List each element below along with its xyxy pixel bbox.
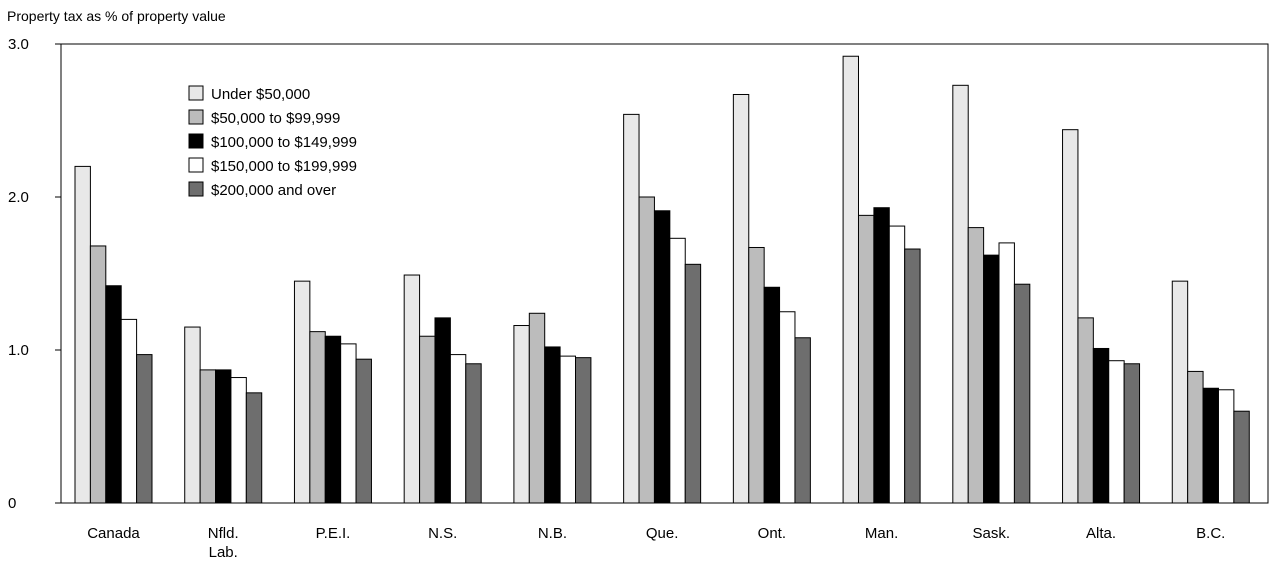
- legend-swatch: [188, 133, 204, 149]
- bar: [684, 263, 702, 504]
- bar: [623, 113, 640, 504]
- bar: [340, 343, 357, 504]
- legend-label: $200,000 and over: [211, 182, 336, 199]
- category-label: Alta.: [1086, 525, 1116, 542]
- bar: [559, 355, 577, 504]
- bar: [184, 326, 201, 504]
- legend-swatch: [188, 157, 204, 173]
- legend: Under $50,000 $50,000 to $99,999 $100,000 …: [188, 85, 357, 199]
- category-labels: Canada Nfld. Lab. P.E.I. N.S. N.B. Que. Ont. Man…: [87, 525, 1225, 561]
- bar: [967, 227, 985, 504]
- bar: [1062, 129, 1079, 504]
- bar: [732, 93, 750, 504]
- bar: [74, 165, 91, 504]
- category-label: Ont.: [758, 525, 786, 542]
- category-label: Man.: [865, 525, 898, 542]
- category-label: Lab.: [209, 544, 238, 561]
- bar: [1202, 387, 1219, 504]
- bar: [669, 237, 686, 504]
- category-label: P.E.I.: [316, 525, 351, 542]
- bar: [983, 254, 1000, 504]
- bar: [136, 354, 153, 504]
- bar: [653, 210, 671, 504]
- legend-label: Under $50,000: [211, 86, 310, 103]
- bar: [105, 285, 122, 504]
- y-axis-ticks: 0 1.0 2.0 3.0: [8, 36, 61, 512]
- bar: [1013, 283, 1031, 504]
- bar: [1233, 410, 1250, 504]
- bar: [355, 358, 372, 504]
- bar: [998, 242, 1015, 504]
- y-tick-label: 0: [8, 495, 16, 512]
- bar: [513, 325, 530, 504]
- bar: [842, 55, 859, 504]
- bar: [465, 363, 482, 504]
- bar: [857, 214, 875, 504]
- bar: [403, 274, 421, 504]
- bar: [528, 312, 546, 504]
- bar: [309, 331, 326, 504]
- bar: [544, 346, 561, 504]
- legend-swatch: [188, 85, 204, 101]
- bar: [794, 337, 811, 504]
- y-axis-title: Property tax as % of property value: [7, 8, 226, 24]
- bar: [89, 245, 107, 504]
- category-label: Canada: [87, 525, 140, 542]
- bar: [748, 246, 765, 504]
- bar: [763, 286, 781, 504]
- bar: [873, 207, 890, 504]
- bar: [230, 377, 247, 504]
- bar: [120, 318, 138, 504]
- legend-swatch: [188, 181, 204, 197]
- bar: [575, 357, 592, 504]
- category-label: Que.: [646, 525, 679, 542]
- bars: [74, 55, 1250, 504]
- bar: [904, 248, 921, 504]
- category-label: Nfld.: [208, 525, 239, 542]
- category-label: N.S.: [428, 525, 457, 542]
- bar: [952, 84, 969, 504]
- bar: [1187, 370, 1204, 504]
- bar: [1217, 389, 1235, 504]
- legend-label: $150,000 to $199,999: [211, 158, 357, 175]
- y-tick-label: 2.0: [8, 189, 29, 206]
- legend-label: $100,000 to $149,999: [211, 134, 357, 151]
- bar: [419, 335, 436, 504]
- legend-label: $50,000 to $99,999: [211, 110, 340, 127]
- category-label: B.C.: [1196, 525, 1225, 542]
- plot-frame: [60, 43, 1269, 504]
- bar: [434, 317, 451, 504]
- bar: [199, 369, 217, 504]
- category-label: N.B.: [538, 525, 567, 542]
- bar: [1171, 280, 1189, 504]
- bar: [779, 311, 796, 504]
- bar: [1108, 360, 1125, 504]
- category-label: Sask.: [973, 525, 1011, 542]
- bar: [293, 280, 311, 504]
- bar: [1092, 347, 1110, 504]
- y-tick-label: 1.0: [8, 342, 29, 359]
- bar: [215, 369, 232, 504]
- bar: [1123, 363, 1141, 504]
- bar: [324, 335, 342, 504]
- legend-swatch: [188, 109, 204, 125]
- bar: [245, 392, 263, 504]
- bar: [638, 196, 655, 504]
- bar: [1077, 317, 1094, 504]
- y-tick-label: 3.0: [8, 36, 29, 53]
- bar: [449, 354, 467, 504]
- bar: [888, 225, 906, 504]
